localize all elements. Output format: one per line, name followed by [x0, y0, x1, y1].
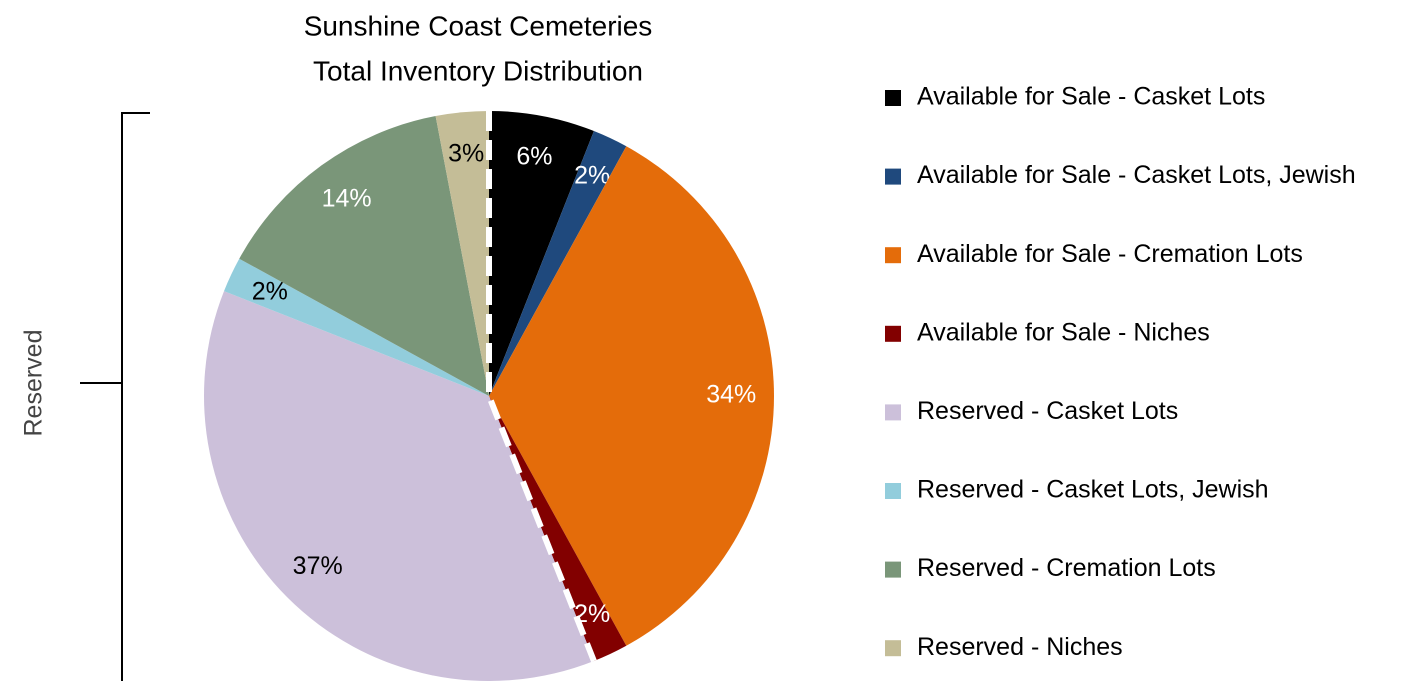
data-label: 6%	[516, 143, 552, 171]
data-label: 37%	[293, 552, 343, 580]
data-label: 34%	[706, 381, 756, 409]
data-label: 2%	[252, 277, 288, 305]
legend-swatch	[885, 483, 901, 499]
legend-text: Available for Sale - Niches	[917, 318, 1210, 346]
data-label: 14%	[322, 185, 372, 213]
annotation: Reserved	[20, 330, 48, 437]
pie-slice	[224, 258, 489, 396]
legend-text: Reserved - Casket Lots, Jewish	[917, 476, 1269, 504]
chart-subtitle: Total Inventory Distribution	[313, 55, 643, 86]
pie-slice	[489, 146, 774, 646]
bracket: Reserved	[20, 112, 150, 681]
legend-swatch	[885, 404, 901, 421]
legend-text: Reserved - Niches	[917, 633, 1123, 661]
chart-title: Sunshine Coast Cemeteries	[304, 10, 653, 41]
legend-swatch	[885, 168, 901, 185]
legend-swatch	[885, 247, 901, 264]
pie-slice	[239, 116, 489, 397]
pie-slice	[489, 111, 594, 396]
legend-swatch	[885, 90, 901, 106]
legend-text: Available for Sale - Cremation Lots	[917, 240, 1303, 268]
pie-slice	[435, 111, 489, 396]
bracket-line	[80, 112, 150, 681]
legend-text: Available for Sale - Casket Lots	[917, 83, 1265, 111]
legend-swatch	[885, 325, 901, 342]
legend-swatch	[885, 640, 901, 657]
data-label: 3%	[448, 139, 484, 167]
legend-text: Reserved - Cremation Lots	[917, 554, 1216, 582]
data-label: 2%	[574, 161, 610, 189]
pie-slice	[204, 291, 594, 681]
legend-swatch	[885, 561, 901, 578]
legend-text: Available for Sale - Casket Lots, Jewish	[917, 161, 1356, 189]
group-divider	[486, 111, 597, 663]
legend-text: Reserved - Casket Lots	[917, 397, 1178, 425]
pie-slice	[489, 131, 627, 396]
pie-slice	[489, 396, 627, 661]
